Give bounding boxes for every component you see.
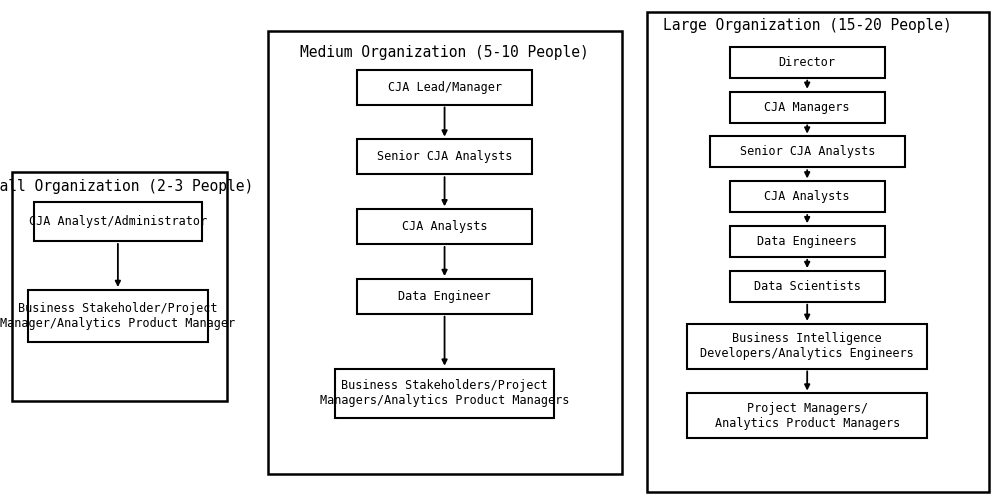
Text: Business Stakeholders/Project
Managers/Analytics Product Managers: Business Stakeholders/Project Managers/A… bbox=[320, 379, 569, 407]
FancyBboxPatch shape bbox=[28, 290, 208, 343]
Text: Senior CJA Analysts: Senior CJA Analysts bbox=[377, 150, 512, 163]
FancyBboxPatch shape bbox=[687, 324, 927, 369]
Text: Data Scientists: Data Scientists bbox=[754, 280, 860, 293]
Text: CJA Analysts: CJA Analysts bbox=[402, 220, 488, 233]
FancyBboxPatch shape bbox=[729, 47, 885, 78]
FancyBboxPatch shape bbox=[729, 226, 885, 257]
Text: CJA Analysts: CJA Analysts bbox=[764, 190, 850, 203]
Text: Project Managers/
Analytics Product Managers: Project Managers/ Analytics Product Mana… bbox=[714, 402, 900, 430]
FancyBboxPatch shape bbox=[729, 271, 885, 302]
Text: CJA Lead/Manager: CJA Lead/Manager bbox=[388, 81, 501, 94]
FancyBboxPatch shape bbox=[12, 172, 227, 401]
FancyBboxPatch shape bbox=[358, 279, 531, 314]
Text: Large Organization (15-20 People): Large Organization (15-20 People) bbox=[662, 18, 952, 33]
Text: Business Intelligence
Developers/Analytics Engineers: Business Intelligence Developers/Analyti… bbox=[700, 332, 914, 360]
Text: CJA Analyst/Administrator: CJA Analyst/Administrator bbox=[29, 215, 207, 228]
Text: Small Organization (2-3 People): Small Organization (2-3 People) bbox=[0, 179, 254, 194]
FancyBboxPatch shape bbox=[687, 393, 927, 438]
FancyBboxPatch shape bbox=[358, 209, 531, 244]
Text: Data Engineers: Data Engineers bbox=[757, 235, 857, 248]
Text: Business Stakeholder/Project
Manager/Analytics Product Manager: Business Stakeholder/Project Manager/Ana… bbox=[0, 302, 236, 330]
FancyBboxPatch shape bbox=[729, 181, 885, 212]
FancyBboxPatch shape bbox=[709, 136, 905, 167]
FancyBboxPatch shape bbox=[358, 70, 531, 105]
FancyBboxPatch shape bbox=[647, 12, 989, 492]
FancyBboxPatch shape bbox=[335, 369, 554, 418]
FancyBboxPatch shape bbox=[268, 31, 622, 474]
Text: Medium Organization (5-10 People): Medium Organization (5-10 People) bbox=[300, 45, 589, 60]
FancyBboxPatch shape bbox=[34, 202, 202, 241]
Text: Data Engineer: Data Engineer bbox=[399, 290, 491, 303]
FancyBboxPatch shape bbox=[729, 92, 885, 123]
Text: Director: Director bbox=[778, 56, 836, 69]
Text: CJA Managers: CJA Managers bbox=[764, 101, 850, 114]
Text: Senior CJA Analysts: Senior CJA Analysts bbox=[739, 145, 875, 158]
FancyBboxPatch shape bbox=[358, 139, 531, 174]
